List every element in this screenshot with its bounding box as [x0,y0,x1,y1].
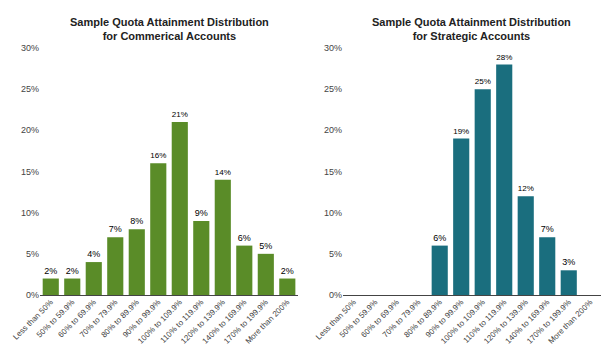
svg-text:15%: 15% [21,167,39,177]
svg-text:3%: 3% [562,257,575,267]
svg-text:5%: 5% [259,241,272,251]
svg-text:110% to 119.9%: 110% to 119.9% [461,298,508,345]
svg-text:2%: 2% [66,266,79,276]
svg-text:170% to 199.9%: 170% to 199.9% [525,298,573,346]
svg-text:0%: 0% [26,290,39,300]
svg-text:80% to 89.9%: 80% to 89.9% [402,298,444,340]
svg-text:50% to 59.9%: 50% to 59.9% [338,298,380,340]
svg-text:100% to 109.9%: 100% to 109.9% [439,298,487,346]
svg-text:170% to 199.9%: 170% to 199.9% [222,298,270,346]
svg-text:5%: 5% [26,249,39,259]
svg-text:More than 200%: More than 200% [244,298,292,346]
svg-text:7%: 7% [109,224,122,234]
svg-text:Less than 50%: Less than 50% [11,298,55,342]
svg-text:More than 200%: More than 200% [547,298,595,346]
svg-text:16%: 16% [150,151,166,160]
svg-text:Sample Quota Attainment Distri: Sample Quota Attainment Distributionfor … [70,16,269,42]
svg-text:20%: 20% [324,125,342,135]
svg-text:70% to 79.9%: 70% to 79.9% [78,298,120,340]
svg-text:12%: 12% [518,184,534,193]
svg-text:6%: 6% [433,233,446,243]
svg-text:100% to 109.9%: 100% to 109.9% [136,298,184,346]
svg-text:28%: 28% [496,53,512,62]
svg-text:Sample Quota Attainment Distri: Sample Quota Attainment Distributionfor … [372,16,571,42]
svg-text:120% to 139.9%: 120% to 139.9% [179,298,227,346]
svg-text:30%: 30% [21,43,39,53]
svg-text:80% to 89.9%: 80% to 89.9% [99,298,141,340]
svg-text:21%: 21% [172,110,188,119]
svg-text:70% to 79.9%: 70% to 79.9% [381,298,423,340]
svg-text:7%: 7% [541,224,554,234]
svg-text:50% to 59.9%: 50% to 59.9% [35,298,77,340]
svg-text:90% to 99.9%: 90% to 99.9% [121,298,163,340]
svg-text:2%: 2% [281,266,294,276]
svg-text:20%: 20% [21,125,39,135]
svg-text:60% to 69.9%: 60% to 69.9% [56,298,98,340]
svg-text:110% to 119.9%: 110% to 119.9% [158,298,205,345]
svg-text:25%: 25% [21,84,39,94]
svg-text:6%: 6% [238,233,251,243]
svg-text:4%: 4% [87,249,100,259]
svg-text:10%: 10% [324,208,342,218]
svg-text:2%: 2% [44,266,57,276]
svg-text:25%: 25% [475,77,491,86]
svg-text:5%: 5% [329,249,342,259]
svg-text:0%: 0% [329,290,342,300]
svg-text:140% to 169.9%: 140% to 169.9% [504,298,552,346]
svg-text:25%: 25% [324,84,342,94]
svg-text:90% to 99.9%: 90% to 99.9% [424,298,466,340]
svg-text:14%: 14% [215,168,231,177]
svg-text:60% to 69.9%: 60% to 69.9% [359,298,401,340]
svg-text:8%: 8% [130,216,143,226]
svg-text:9%: 9% [195,208,208,218]
svg-text:140% to 169.9%: 140% to 169.9% [201,298,249,346]
svg-text:15%: 15% [324,167,342,177]
svg-text:30%: 30% [324,43,342,53]
svg-text:Less than 50%: Less than 50% [314,298,358,342]
svg-text:120% to 139.9%: 120% to 139.9% [482,298,530,346]
svg-text:10%: 10% [21,208,39,218]
svg-text:19%: 19% [453,127,469,136]
